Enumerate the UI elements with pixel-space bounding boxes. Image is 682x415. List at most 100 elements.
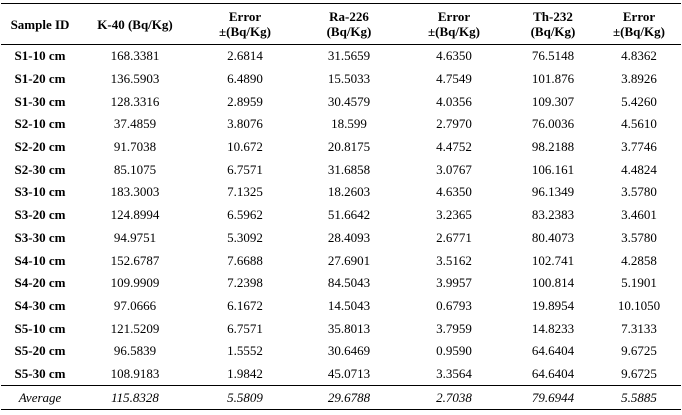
value-cell: 30.6469 xyxy=(327,343,371,359)
value-cell: 6.7571 xyxy=(227,161,263,177)
value-cell: 5.3092 xyxy=(227,229,263,245)
value-cell: 18.599 xyxy=(331,116,367,132)
value-cell: 31.6858 xyxy=(327,161,371,177)
value-cell: 76.5148 xyxy=(531,48,575,64)
value-cell: 84.5043 xyxy=(327,275,371,291)
value-cell: 4.8362 xyxy=(621,48,657,64)
value-cell: 3.3564 xyxy=(436,365,472,381)
value-cell: 128.3316 xyxy=(110,93,160,109)
value-cell: 6.5962 xyxy=(227,207,263,223)
value-cell: 5.1901 xyxy=(621,275,657,291)
value-cell: 3.5780 xyxy=(621,184,657,200)
sample-id: S3-10 cm xyxy=(14,184,66,200)
value-cell: 124.8994 xyxy=(110,207,160,223)
header-cell: Ra-226 (Bq/Kg) xyxy=(299,3,399,45)
value-cell: 152.6787 xyxy=(110,252,160,268)
value-cell: 35.8013 xyxy=(327,320,371,336)
header-text: Ra-226 xyxy=(329,9,369,24)
value-cell: 29.6788 xyxy=(299,385,399,411)
header-text: (Bq/Kg) xyxy=(326,24,372,39)
value-cell: 4.4752 xyxy=(436,139,472,155)
data-row: S2-10 cm 37.4859 3.8076 18.599 2.7970 76.0036… xyxy=(1,113,681,136)
sample-id: S5-30 cm xyxy=(14,365,66,381)
header-text: Sample ID xyxy=(10,16,70,32)
sample-id: S5-20 cm xyxy=(14,343,66,359)
sample-id: S2-30 cm xyxy=(14,161,66,177)
value-cell: 136.5903 xyxy=(110,71,160,87)
value-cell: 3.5162 xyxy=(436,252,472,268)
data-row: S1-10 cm 168.3381 2.6814 31.5659 4.6350 76.51… xyxy=(1,45,681,68)
value-cell: 18.2603 xyxy=(327,184,371,200)
data-row: S5-30 cm 108.9183 1.9842 45.0713 3.3564 64.64… xyxy=(1,363,681,386)
value-cell: 76.0036 xyxy=(531,116,575,132)
value-cell: 96.1349 xyxy=(531,184,575,200)
value-cell: 45.0713 xyxy=(327,365,371,381)
header-text: (Bq/Kg) xyxy=(530,24,576,39)
data-row: S5-10 cm 121.5209 6.7571 35.8013 3.7959 14.82… xyxy=(1,317,681,340)
header-cell: Error ±(Bq/Kg) xyxy=(597,3,681,45)
value-cell: 0.6793 xyxy=(436,297,472,313)
value-cell: 14.5043 xyxy=(327,297,371,313)
value-cell: 109.307 xyxy=(531,93,575,109)
data-row: S3-30 cm 94.9751 5.3092 28.4093 2.6771 80.407… xyxy=(1,227,681,250)
value-cell: 3.4601 xyxy=(621,207,657,223)
header-cell: Sample ID xyxy=(1,3,79,45)
header-text: Error xyxy=(228,9,262,24)
value-cell: 80.4073 xyxy=(531,229,575,245)
sample-id: S3-30 cm xyxy=(14,229,66,245)
value-cell: 109.9909 xyxy=(110,275,160,291)
value-cell: 4.4824 xyxy=(621,161,657,177)
sample-id: S5-10 cm xyxy=(14,320,66,336)
header-cell: Th-232 (Bq/Kg) xyxy=(509,3,597,45)
value-cell: 7.1325 xyxy=(227,184,263,200)
sample-id: S1-10 cm xyxy=(14,48,66,64)
value-cell: 4.6350 xyxy=(436,184,472,200)
value-cell: 28.4093 xyxy=(327,229,371,245)
sample-id: S3-20 cm xyxy=(14,207,66,223)
value-cell: 97.0666 xyxy=(113,297,157,313)
value-cell: 7.6688 xyxy=(227,252,263,268)
value-cell: 3.9957 xyxy=(436,275,472,291)
value-cell: 27.6901 xyxy=(327,252,371,268)
value-cell: 101.876 xyxy=(531,71,575,87)
value-cell: 5.4260 xyxy=(621,93,657,109)
value-cell: 3.7959 xyxy=(436,320,472,336)
header-text: Th-232 xyxy=(533,9,573,24)
data-row: S1-30 cm 128.3316 2.8959 30.4579 4.0356 109.3… xyxy=(1,90,681,113)
sample-id: S1-20 cm xyxy=(14,71,66,87)
value-cell: 2.6814 xyxy=(227,48,263,64)
sample-id: S1-30 cm xyxy=(14,93,66,109)
data-row: S3-10 cm 183.3003 7.1325 18.2603 4.6350 96.13… xyxy=(1,181,681,204)
value-cell: 3.8076 xyxy=(227,116,263,132)
value-cell: 121.5209 xyxy=(110,320,160,336)
header-cell: Error ±(Bq/Kg) xyxy=(191,3,299,45)
value-cell: 10.672 xyxy=(227,139,263,155)
value-cell: 4.5610 xyxy=(621,116,657,132)
value-cell: 5.5885 xyxy=(597,385,681,411)
value-cell: 79.6944 xyxy=(509,385,597,411)
value-cell: 19.8954 xyxy=(531,297,575,313)
value-cell: 2.8959 xyxy=(227,93,263,109)
value-cell: 3.8926 xyxy=(621,71,657,87)
value-cell: 102.741 xyxy=(531,252,575,268)
value-cell: 4.0356 xyxy=(436,93,472,109)
value-cell: 7.2398 xyxy=(227,275,263,291)
value-cell: 4.2858 xyxy=(621,252,657,268)
value-cell: 37.4859 xyxy=(113,116,157,132)
table-body: S1-10 cm 168.3381 2.6814 31.5659 4.6350 76.51… xyxy=(1,45,681,411)
value-cell: 14.8233 xyxy=(531,320,575,336)
header-text: ±(Bq/Kg) xyxy=(613,24,665,39)
sample-id: S4-20 cm xyxy=(14,275,66,291)
sample-id: Average xyxy=(1,385,79,411)
data-row: S4-10 cm 152.6787 7.6688 27.6901 3.5162 102.7… xyxy=(1,249,681,272)
value-cell: 6.7571 xyxy=(227,320,263,336)
value-cell: 1.5552 xyxy=(227,343,263,359)
data-row: S1-20 cm 136.5903 6.4890 15.5033 4.7549 101.8… xyxy=(1,68,681,91)
header-row: Sample ID K-40 (Bq/Kg) Error ±(Bq/Kg) Ra-226… xyxy=(1,3,681,45)
value-cell: 3.5780 xyxy=(621,229,657,245)
value-cell: 2.7970 xyxy=(436,116,472,132)
value-cell: 106.161 xyxy=(531,161,575,177)
value-cell: 0.9590 xyxy=(436,343,472,359)
header-cell: K-40 (Bq/Kg) xyxy=(79,3,191,45)
value-cell: 4.6350 xyxy=(436,48,472,64)
